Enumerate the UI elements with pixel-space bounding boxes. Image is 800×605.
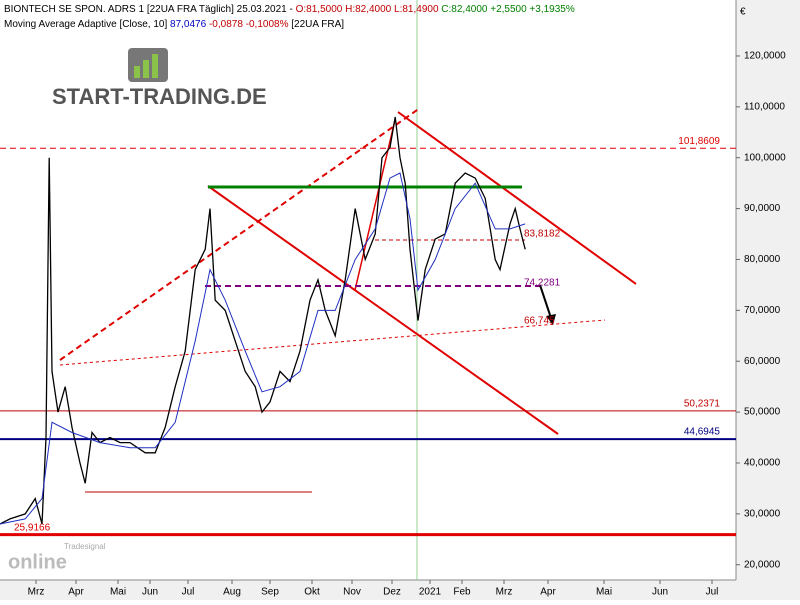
y-tick-label: 100,0000 bbox=[744, 152, 786, 163]
y-tick-label: 120,0000 bbox=[744, 51, 786, 62]
level-label: 101,8609 bbox=[678, 136, 720, 147]
header-part: -0,0878 -0,1008% bbox=[209, 19, 291, 30]
trend-line bbox=[59, 107, 421, 361]
x-tick-label: Apr bbox=[68, 587, 84, 598]
x-tick-label: Feb bbox=[453, 587, 471, 598]
x-tick-label: Mrz bbox=[28, 587, 45, 598]
x-tick-label: Mai bbox=[596, 587, 612, 598]
level-label: 44,6945 bbox=[684, 427, 721, 438]
y-tick-label: 70,0000 bbox=[744, 305, 781, 316]
x-tick-label: Jun bbox=[142, 587, 158, 598]
logo: START-TRADING.DE bbox=[52, 48, 267, 109]
y-tick-label: 50,0000 bbox=[744, 407, 781, 418]
y-tick-label: 40,0000 bbox=[744, 458, 781, 469]
arrow-head bbox=[546, 314, 556, 325]
level-label: 66,745 bbox=[524, 316, 555, 327]
x-tick-label: Sep bbox=[261, 587, 279, 598]
x-tick-label: Jul bbox=[706, 587, 719, 598]
currency: € bbox=[740, 7, 746, 18]
header-part: Moving Average Adaptive [Close, 10] bbox=[4, 19, 170, 30]
header-part: O:81,5000 H:82,4000 L:81,4900 bbox=[296, 4, 442, 15]
channel-line bbox=[207, 185, 559, 435]
x-tick-label: Nov bbox=[343, 587, 361, 598]
arrow bbox=[539, 284, 552, 319]
header-part: BIONTECH SE SPON. ADRS 1 [22UA FRA Tägli… bbox=[4, 4, 296, 15]
price-line bbox=[0, 172, 526, 525]
x-tick-label: Mai bbox=[110, 587, 126, 598]
header-part: 87,0476 bbox=[170, 19, 209, 30]
y-tick-label: 30,0000 bbox=[744, 509, 781, 520]
trend-lines bbox=[59, 107, 637, 493]
level-label: 25,9166 bbox=[14, 522, 51, 533]
y-tick-label: 20,0000 bbox=[744, 559, 781, 570]
watermark-text: Tradesignal bbox=[64, 542, 106, 551]
x-tick-label: Aug bbox=[223, 587, 241, 598]
trend-line bbox=[59, 319, 606, 366]
logo-bar bbox=[143, 60, 149, 78]
x-tick-label: Jun bbox=[652, 587, 668, 598]
level-label: 50,2371 bbox=[684, 399, 721, 410]
x-axis-panel bbox=[0, 580, 800, 600]
y-tick-label: 80,0000 bbox=[744, 254, 781, 265]
x-tick-label: Dez bbox=[383, 587, 401, 598]
x-tick-label: 2021 bbox=[419, 587, 442, 598]
x-tick-label: Okt bbox=[304, 587, 320, 598]
channel-line bbox=[397, 111, 637, 285]
price-line bbox=[0, 116, 526, 525]
header: BIONTECH SE SPON. ADRS 1 [22UA FRA Tägli… bbox=[4, 4, 575, 15]
logo-bar bbox=[134, 66, 140, 78]
logo-text: START-TRADING.DE bbox=[52, 84, 267, 109]
logo-bar bbox=[152, 54, 158, 78]
header-part: C:82,4000 +2,5500 +3,1935% bbox=[441, 4, 575, 15]
subheader: Moving Average Adaptive [Close, 10] 87,0… bbox=[4, 19, 344, 30]
header-part: [22UA FRA] bbox=[291, 19, 344, 30]
watermark-text: online bbox=[8, 551, 67, 573]
watermark: Tradesignal online bbox=[8, 542, 106, 573]
y-tick-label: 60,0000 bbox=[744, 356, 781, 367]
y-tick-label: 90,0000 bbox=[744, 203, 781, 214]
x-tick-label: Apr bbox=[540, 587, 556, 598]
trend-line bbox=[354, 119, 396, 291]
x-tick-label: Jul bbox=[182, 587, 195, 598]
x-tick-label: Mrz bbox=[496, 587, 513, 598]
level-label: 74,2281 bbox=[524, 277, 561, 288]
y-tick-label: 110,0000 bbox=[744, 101, 785, 112]
level-label: 83,8182 bbox=[524, 229, 561, 240]
y-axis-panel bbox=[736, 0, 800, 600]
